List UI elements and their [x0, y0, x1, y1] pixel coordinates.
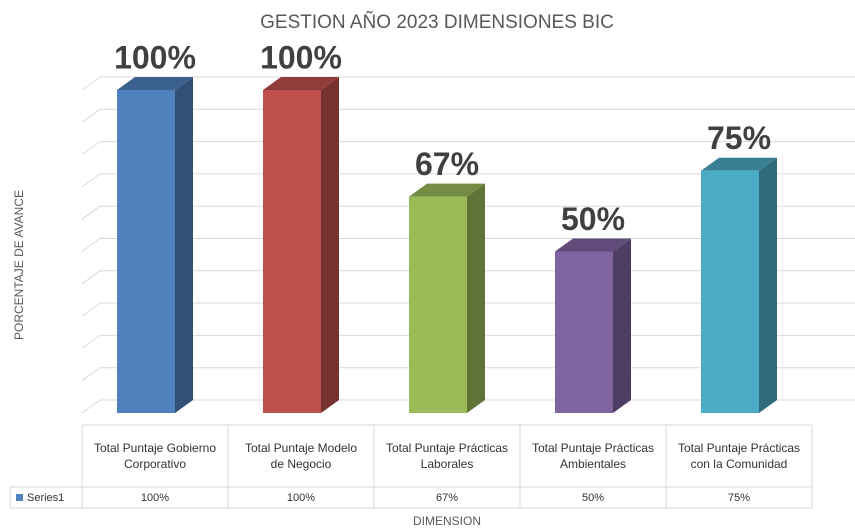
x-axis-title: DIMENSION [413, 514, 481, 528]
grid-line [81, 173, 855, 188]
x-tick-label: Total Puntaje Gobierno Corporativo [93, 441, 217, 471]
bar-side [759, 157, 777, 413]
bar-side [175, 77, 193, 413]
data-label: 100% [114, 39, 196, 75]
bar-top [409, 183, 485, 197]
data-label: 100% [260, 39, 342, 75]
grid-line [81, 76, 855, 91]
x-tick-label: Total Puntaje Modelo de Negocio [244, 441, 358, 471]
bar [701, 170, 759, 413]
x-tick-label: Total Puntaje Prácticas Laborales [385, 441, 509, 471]
data-label: 67% [415, 146, 479, 182]
table-value: 67% [435, 491, 459, 504]
bar-top [117, 77, 193, 90]
table-value: 100% [140, 491, 170, 504]
grid-line [81, 205, 855, 220]
grid-line [81, 141, 855, 156]
bar-top [555, 238, 631, 252]
bar-side [467, 183, 485, 413]
x-tick-label: Total Puntaje Prácticas Ambientales [531, 441, 655, 471]
chart-title: GESTION AÑO 2023 DIMENSIONES BIC [260, 11, 614, 33]
table-value: 75% [727, 491, 751, 504]
data-label: 75% [707, 120, 771, 156]
bar-top [701, 157, 777, 171]
bar-side [613, 238, 631, 413]
x-tick-label: Total Puntaje Prácticas con la Comunidad [677, 441, 801, 471]
y-axis-title: PORCENTAJE DE AVANCE [12, 190, 26, 340]
bar [263, 90, 321, 413]
grid-line [81, 108, 855, 123]
data-label: 50% [561, 201, 625, 237]
bar-side [321, 77, 339, 413]
table-value: 50% [581, 491, 605, 504]
legend-swatch [16, 494, 23, 501]
table-value: 100% [286, 491, 316, 504]
legend-label: Series1 [27, 492, 64, 504]
bar [555, 251, 613, 413]
bar [117, 90, 175, 413]
bar-top [263, 77, 339, 90]
bar [409, 196, 467, 413]
